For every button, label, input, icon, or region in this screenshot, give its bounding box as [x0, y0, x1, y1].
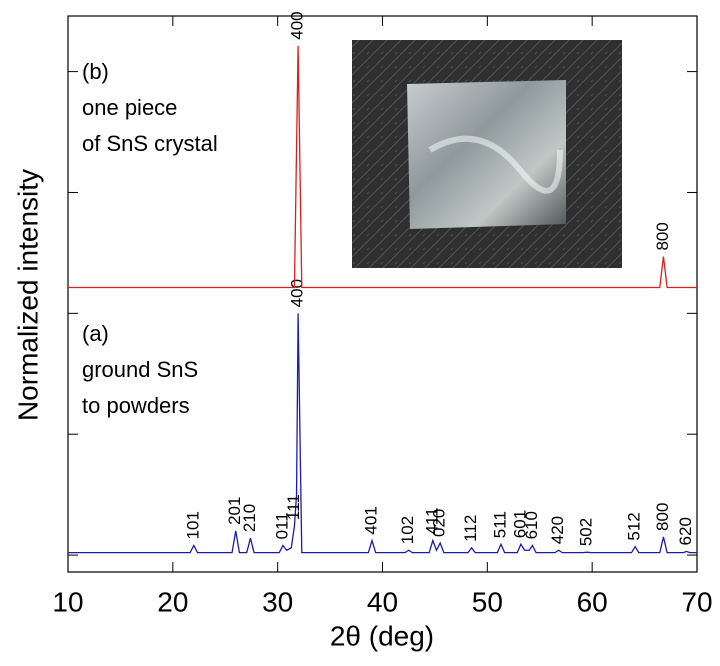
series-note: ground SnS	[82, 357, 198, 382]
peak-label: 420	[548, 516, 567, 544]
series-note: to powders	[82, 393, 190, 418]
series-note: of SnS crystal	[82, 131, 218, 156]
peak-label: 112	[461, 515, 480, 542]
x-tick-label: 60	[577, 586, 608, 617]
peak-label: 400	[288, 11, 307, 39]
peak-label: 401	[362, 506, 381, 534]
x-tick-label: 30	[262, 586, 293, 617]
series-note: (a)	[82, 321, 109, 346]
peak-label: 101	[183, 511, 202, 539]
peak-label: 800	[653, 503, 672, 531]
y-axis-label: Normalized intensity	[12, 169, 43, 421]
peak-label: 111	[284, 494, 303, 520]
x-tick-label: 20	[157, 586, 188, 617]
inset-photo	[352, 40, 622, 268]
peak-label: 511	[490, 511, 509, 538]
peak-label: 210	[240, 504, 259, 532]
crystal	[407, 80, 566, 229]
x-tick-label: 50	[472, 586, 503, 617]
chart: 2θ (deg) Normalized intensity 10 20 30 40 50…	[0, 0, 720, 666]
peak-label: 102	[398, 516, 417, 544]
peak-label: 800	[653, 222, 672, 250]
peak-label: 502	[576, 518, 595, 546]
spectrum-line	[68, 313, 697, 552]
x-tick-label: 10	[52, 586, 83, 617]
x-tick-label: 70	[681, 586, 712, 617]
peak-label: 400	[288, 279, 307, 307]
peak-label: 512	[625, 512, 644, 540]
series-note: (b)	[82, 59, 109, 84]
series-note: one piece	[82, 95, 177, 120]
peak-label: 610	[522, 511, 541, 539]
peak-label: 620	[676, 517, 695, 545]
x-axis-label: 2θ (deg)	[330, 620, 434, 651]
peak-label: 020	[430, 509, 449, 537]
x-tick-label: 40	[367, 586, 398, 617]
